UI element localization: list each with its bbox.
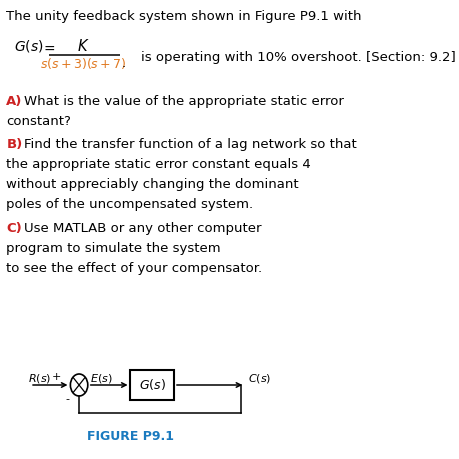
Text: the appropriate static error constant equals 4: the appropriate static error constant eq… [6, 158, 310, 171]
Text: constant?: constant? [6, 115, 71, 128]
Text: Find the transfer function of a lag network so that: Find the transfer function of a lag netw… [24, 138, 356, 151]
Text: Use MATLAB or any other computer: Use MATLAB or any other computer [24, 222, 261, 235]
Text: without appreciably changing the dominant: without appreciably changing the dominan… [6, 178, 298, 191]
Text: .: . [122, 57, 126, 70]
Text: $\mathit{E(s)}$: $\mathit{E(s)}$ [90, 372, 112, 385]
Text: FIGURE P9.1: FIGURE P9.1 [87, 430, 174, 443]
Text: is operating with 10% overshoot. [Section: 9.2]: is operating with 10% overshoot. [Sectio… [140, 50, 454, 63]
Text: program to simulate the system: program to simulate the system [6, 242, 220, 255]
Text: B): B) [6, 138, 22, 151]
Text: $\mathit{R(s)}$: $\mathit{R(s)}$ [28, 372, 51, 385]
Text: +: + [52, 372, 62, 382]
Text: -: - [66, 394, 69, 404]
Text: $\mathit{C(s)}$: $\mathit{C(s)}$ [247, 372, 270, 385]
Text: $=$: $=$ [41, 41, 56, 55]
Text: to see the effect of your compensator.: to see the effect of your compensator. [6, 262, 262, 275]
Text: $\it{G(s)}$: $\it{G(s)}$ [14, 38, 44, 54]
Text: poles of the uncompensated system.: poles of the uncompensated system. [6, 198, 253, 211]
FancyBboxPatch shape [130, 370, 174, 400]
Text: A): A) [6, 95, 22, 108]
Text: $\mathit{K}$: $\mathit{K}$ [77, 38, 89, 54]
Text: C): C) [6, 222, 22, 235]
Text: $\mathit{G(s)}$: $\mathit{G(s)}$ [139, 377, 165, 392]
Text: What is the value of the appropriate static error: What is the value of the appropriate sta… [24, 95, 343, 108]
Text: $\mathit{s(s+3)(s+7)}$: $\mathit{s(s+3)(s+7)}$ [39, 56, 126, 71]
Text: The unity feedback system shown in Figure P9.1 with: The unity feedback system shown in Figur… [6, 10, 361, 23]
